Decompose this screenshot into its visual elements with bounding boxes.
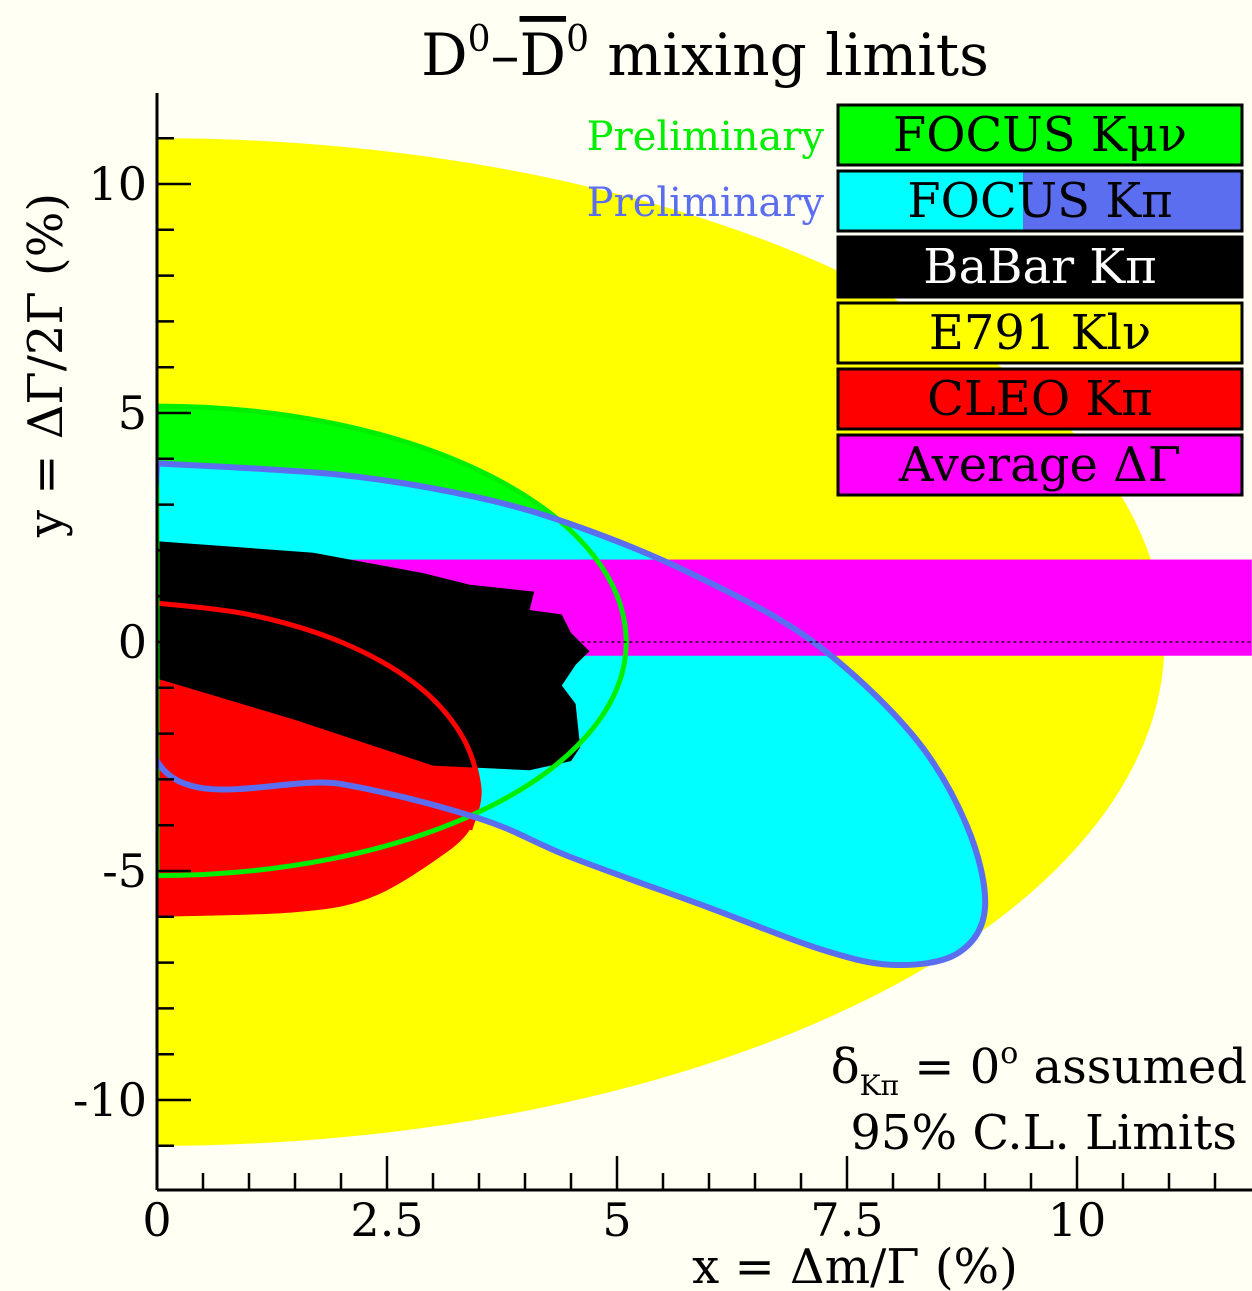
legend-box-border: [836, 169, 1244, 233]
legend-note: Preliminary: [587, 114, 825, 160]
legend-box: [836, 103, 1244, 167]
y-tick-label: 0: [118, 615, 147, 669]
legend-box: [836, 367, 1244, 431]
legend-label: FOCUS Kμν: [893, 107, 1187, 163]
delta-annotation: δKπ = 0o assumed: [831, 1036, 1247, 1102]
delta-rest: assumed: [1018, 1039, 1247, 1095]
legend-label: BaBar Kπ: [923, 239, 1156, 295]
legend-note: Preliminary: [587, 180, 825, 226]
title-d: D: [421, 21, 468, 89]
title-rest: mixing limits: [589, 21, 989, 89]
cleo-outline: [157, 600, 482, 831]
x-axis-label: x = Δm/Γ (%): [692, 1239, 1018, 1291]
x-tick-label: 2.5: [350, 1193, 423, 1247]
focus-kpi-outline: [157, 460, 989, 969]
delta-sup: o: [1000, 1036, 1018, 1071]
axes: 0 2.5 5 7.5 10 10 5 0 -5 -10: [73, 93, 1252, 1247]
legend: FOCUS Kμν Preliminary FOCUS Kπ Preliminary B…: [587, 103, 1244, 497]
legend-label: E791 Klν: [929, 305, 1151, 361]
y-tick-label: -5: [102, 844, 147, 898]
cl-annotation: 95% C.L. Limits: [850, 1105, 1237, 1161]
legend-box: [836, 301, 1244, 365]
chart-title: D0–D0 mixing limits: [421, 19, 989, 89]
y-tick-label: 5: [118, 386, 147, 440]
title-dash: –: [491, 21, 520, 89]
title-sup: 0: [468, 19, 491, 60]
y-tick-label: 10: [88, 157, 147, 211]
title-dbar: D: [520, 21, 567, 89]
x-tick-label: 5: [602, 1193, 631, 1247]
delta-symbol: δ: [831, 1039, 860, 1095]
delta-sub: Kπ: [860, 1069, 899, 1102]
legend-label: Average ΔΓ: [898, 437, 1181, 493]
legend-label: FOCUS Kπ: [907, 173, 1172, 229]
delta-text: = 0: [899, 1039, 1000, 1095]
legend-box-second-color: [1023, 172, 1241, 230]
legend-label: CLEO Kπ: [927, 371, 1153, 427]
x-tick-label: 0: [142, 1193, 171, 1247]
legend-box: [836, 235, 1244, 299]
y-tick-label: -10: [73, 1073, 147, 1127]
title-sup2: 0: [566, 19, 589, 60]
legend-box: [836, 433, 1244, 497]
y-axis-label: y = ΔΓ/2Γ (%): [18, 193, 74, 538]
x-tick-label: 10: [1048, 1193, 1107, 1247]
x-tick-label: 7.5: [810, 1193, 883, 1247]
